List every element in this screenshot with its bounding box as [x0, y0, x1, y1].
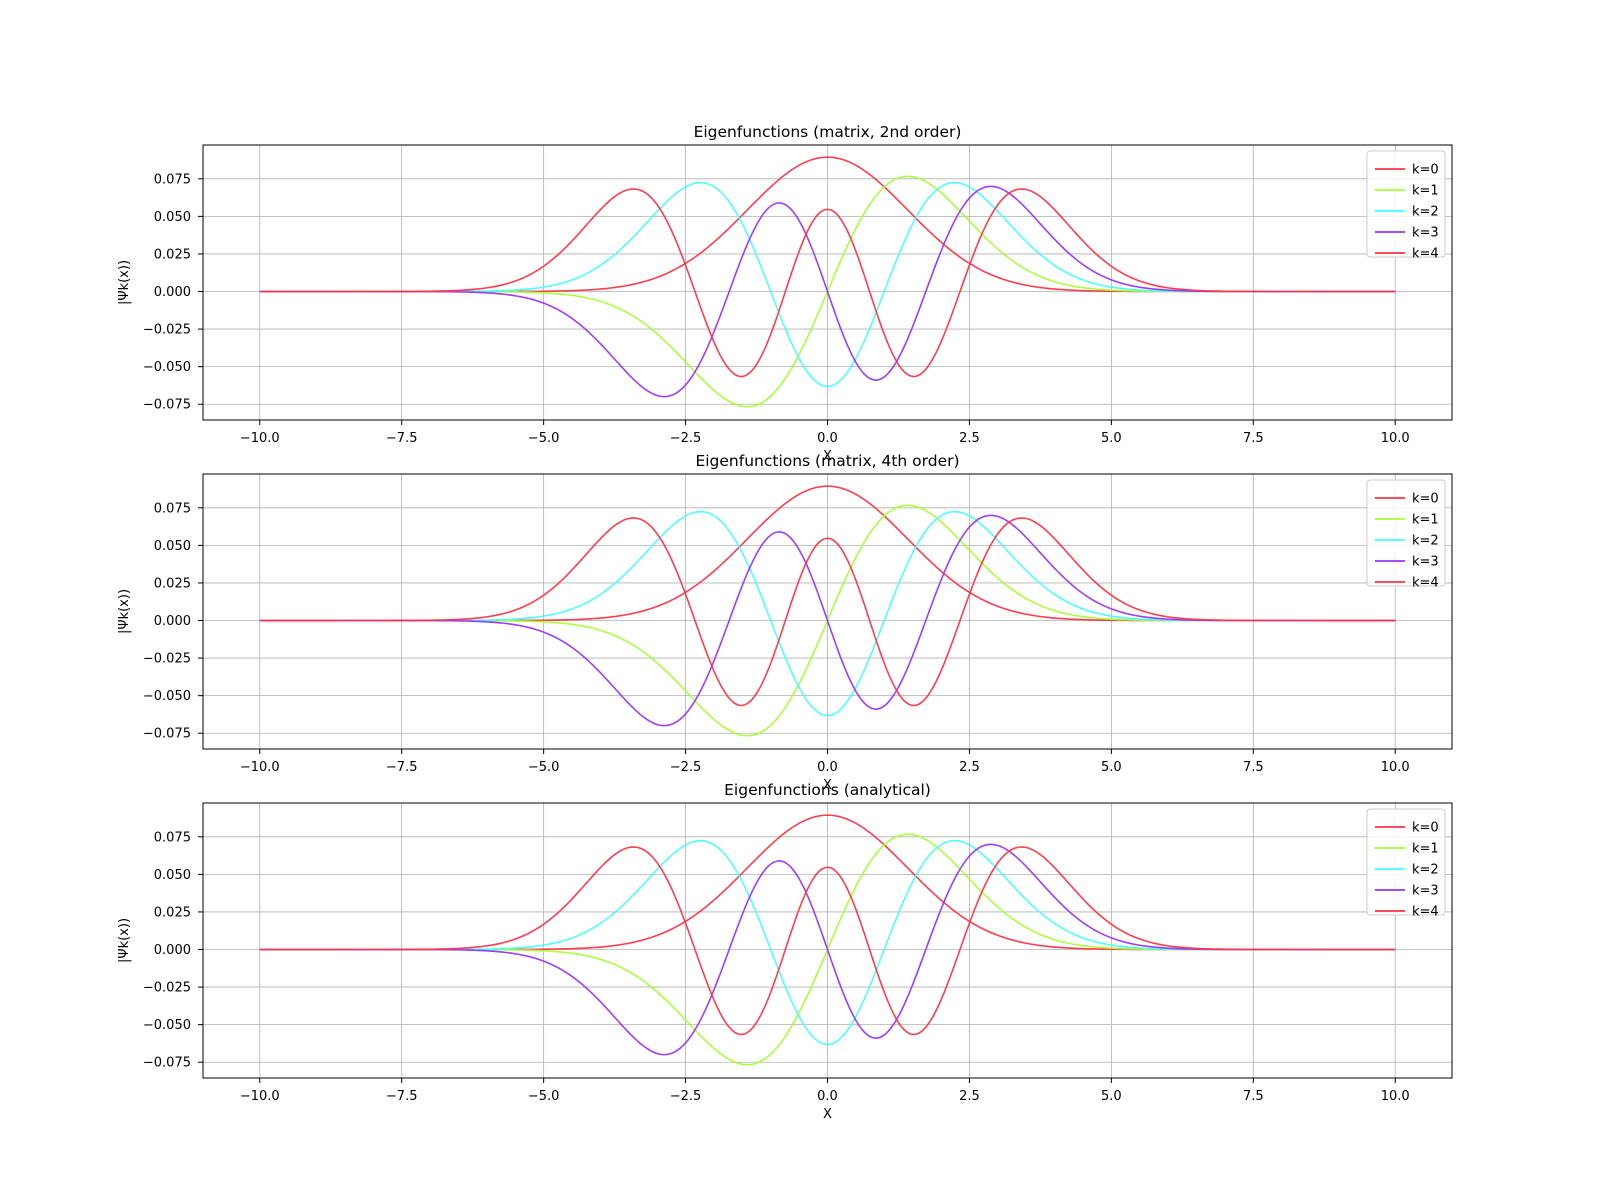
- x-tick-label: −10.0: [240, 760, 280, 775]
- y-tick-label: −0.025: [143, 652, 191, 667]
- x-tick-label: −7.5: [386, 431, 418, 446]
- y-tick-label: −0.025: [143, 981, 191, 996]
- y-tick-label: −0.075: [143, 1056, 191, 1071]
- y-tick-label: −0.050: [143, 1018, 191, 1033]
- y-tick-label: 0.025: [154, 905, 191, 920]
- subplot-3: −10.0 −7.5 −5.0 −2.5 0.0 2.5 5.0 7.5 10.0 −0.075 −…: [117, 781, 1453, 1122]
- x-tick-label: 0.0: [817, 431, 838, 446]
- x-tick-label: 10.0: [1381, 431, 1410, 446]
- x-tick-label: −2.5: [670, 1089, 702, 1104]
- x-tick-label: −5.0: [528, 431, 560, 446]
- legend-label: k=4: [1412, 576, 1439, 591]
- x-tick-label: 2.5: [959, 431, 980, 446]
- legend-label: k=0: [1412, 492, 1439, 507]
- x-tick-label: 10.0: [1381, 1089, 1410, 1104]
- y-axis-label: |Ψk(x)): [117, 589, 132, 634]
- x-tick-label: −10.0: [240, 1089, 280, 1104]
- x-tick-label: −5.0: [528, 760, 560, 775]
- x-tick-label: 0.0: [817, 1089, 838, 1104]
- series-line-k=4: [259, 517, 1396, 707]
- x-tick-label: 7.5: [1243, 431, 1264, 446]
- legend-label: k=3: [1412, 555, 1439, 570]
- y-tick-label: 0.050: [154, 868, 191, 883]
- x-axis-label: X: [823, 778, 832, 793]
- x-tick-label: −2.5: [670, 431, 702, 446]
- legend-label: k=0: [1412, 163, 1439, 178]
- y-tick-label: 0.000: [154, 285, 191, 300]
- subplot-title: Eigenfunctions (matrix, 2nd order): [694, 123, 962, 141]
- x-tick-label: −7.5: [386, 760, 418, 775]
- x-tick-label: 5.0: [1101, 1089, 1122, 1104]
- legend-label: k=4: [1412, 247, 1439, 262]
- y-axis-label: |Ψk(x)): [117, 260, 132, 305]
- y-tick-label: −0.075: [143, 398, 191, 413]
- legend-label: k=1: [1412, 184, 1439, 199]
- x-tick-label: −7.5: [386, 1089, 418, 1104]
- legend-label: k=3: [1412, 226, 1439, 241]
- x-axis-label: X: [823, 1107, 832, 1122]
- y-tick-label: 0.075: [154, 830, 191, 845]
- legend-box: [1366, 479, 1446, 587]
- y-tick-label: 0.025: [154, 576, 191, 591]
- y-tick-label: 0.025: [154, 247, 191, 262]
- legend: k=0 k=1 k=2 k=3 k=4: [1366, 479, 1446, 591]
- subplot-title: Eigenfunctions (matrix, 4th order): [695, 452, 959, 470]
- series-line-k=4: [259, 188, 1396, 378]
- legend: k=0 k=1 k=2 k=3 k=4: [1366, 150, 1446, 262]
- y-tick-label: −0.075: [143, 727, 191, 742]
- x-tick-label: 0.0: [817, 760, 838, 775]
- legend-box: [1366, 808, 1446, 916]
- legend-label: k=3: [1412, 884, 1439, 899]
- x-tick-label: 2.5: [959, 760, 980, 775]
- x-tick-label: 7.5: [1243, 760, 1264, 775]
- subplot-2: −10.0 −7.5 −5.0 −2.5 0.0 2.5 5.0 7.5 10.0 −0.075 −…: [117, 452, 1453, 793]
- legend-label: k=4: [1412, 905, 1439, 920]
- y-tick-label: −0.050: [143, 360, 191, 375]
- legend-label: k=2: [1412, 863, 1439, 878]
- x-tick-label: −2.5: [670, 760, 702, 775]
- y-tick-label: 0.000: [154, 943, 191, 958]
- x-tick-label: 2.5: [959, 1089, 980, 1104]
- legend-label: k=2: [1412, 534, 1439, 549]
- x-tick-label: −10.0: [240, 431, 280, 446]
- series-line-k=4: [259, 846, 1396, 1036]
- x-tick-label: 7.5: [1243, 1089, 1264, 1104]
- y-tick-label: 0.000: [154, 614, 191, 629]
- y-axis-label: |Ψk(x)): [117, 918, 132, 963]
- legend-label: k=1: [1412, 842, 1439, 857]
- subplot-title: Eigenfunctions (analytical): [724, 781, 931, 799]
- y-tick-label: 0.075: [154, 172, 191, 187]
- legend-box: [1366, 150, 1446, 258]
- x-tick-label: 10.0: [1381, 760, 1410, 775]
- legend-label: k=1: [1412, 513, 1439, 528]
- legend-label: k=2: [1412, 205, 1439, 220]
- x-axis-label: X: [823, 449, 832, 464]
- legend-label: k=0: [1412, 821, 1439, 836]
- legend: k=0 k=1 k=2 k=3 k=4: [1366, 808, 1446, 920]
- x-tick-label: −5.0: [528, 1089, 560, 1104]
- y-tick-label: 0.050: [154, 539, 191, 554]
- y-tick-label: −0.025: [143, 323, 191, 338]
- y-tick-label: −0.050: [143, 689, 191, 704]
- y-tick-label: 0.075: [154, 501, 191, 516]
- x-tick-label: 5.0: [1101, 760, 1122, 775]
- x-tick-label: 5.0: [1101, 431, 1122, 446]
- subplot-1: −10.0 −7.5 −5.0 −2.5 0.0 2.5 5.0 7.5 10.0 −0.075 −…: [117, 123, 1453, 464]
- y-tick-label: 0.050: [154, 210, 191, 225]
